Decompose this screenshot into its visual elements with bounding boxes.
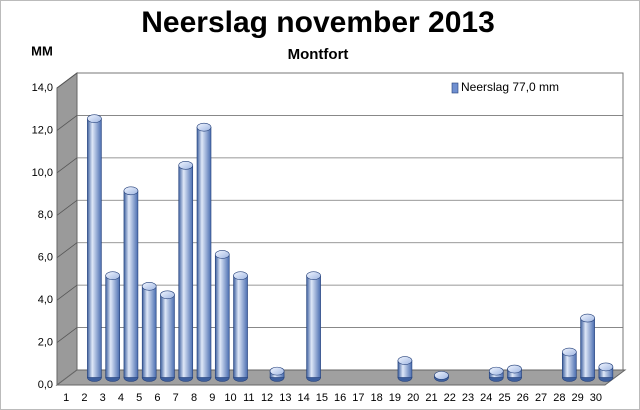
bar-top (233, 271, 248, 280)
bar-top (598, 362, 614, 372)
x-tick-label: 8 (191, 392, 197, 404)
x-tick-label: 26 (517, 392, 529, 404)
back-wall (76, 72, 624, 371)
legend-swatch (451, 82, 459, 94)
x-tick-label: 30 (590, 392, 602, 404)
bar-top (87, 114, 102, 123)
bar (233, 275, 248, 378)
x-tick-label: 3 (100, 392, 106, 404)
grid-line (56, 115, 78, 131)
bar (580, 317, 595, 378)
x-tick-label: 27 (535, 392, 547, 404)
x-tick-label: 25 (498, 392, 510, 404)
bar-top (397, 356, 413, 365)
side-wall (56, 72, 78, 386)
x-tick-label: 10 (224, 392, 236, 404)
grid-line (56, 157, 78, 174)
y-tick-label: 12,0 (32, 124, 53, 136)
y-axis-label: MM (31, 43, 53, 58)
bar-top (196, 122, 212, 132)
y-tick-label: 2,0 (38, 336, 53, 348)
x-tick-label: 7 (173, 392, 179, 404)
bar-top (306, 271, 321, 280)
bar (160, 294, 175, 378)
x-tick-label: 19 (389, 392, 401, 404)
bar-top (562, 347, 577, 357)
x-tick-label: 15 (316, 392, 328, 404)
y-tick-label: 10,0 (32, 167, 53, 179)
bar-top (214, 250, 230, 259)
x-tick-label: 17 (352, 392, 364, 404)
x-tick-label: 12 (261, 392, 273, 404)
bar (178, 165, 194, 378)
bar-top (269, 366, 285, 376)
x-tick-label: 22 (444, 392, 456, 404)
x-tick-label: 29 (571, 392, 583, 404)
x-tick-label: 21 (425, 392, 437, 404)
chart-title: Neerslag november 2013 (141, 6, 495, 39)
x-tick-label: 24 (480, 392, 492, 404)
bar (87, 118, 102, 378)
grid-line (56, 242, 78, 259)
y-tick-label: 0,0 (38, 379, 53, 391)
x-tick-label: 1 (63, 392, 69, 404)
x-tick-label: 11 (243, 392, 254, 404)
x-tick-label: 5 (136, 392, 142, 404)
bar-top (507, 364, 522, 374)
x-tick-label: 13 (279, 392, 291, 404)
bar (306, 275, 321, 378)
chart-subtitle: Montfort (288, 46, 349, 63)
y-tick-label: 8,0 (38, 209, 53, 221)
bar (214, 254, 230, 378)
bar-top (123, 186, 139, 196)
y-tick-label: 6,0 (38, 252, 53, 264)
y-tick-label: 4,0 (38, 294, 53, 306)
x-tick-label: 4 (118, 392, 124, 404)
x-tick-label: 23 (462, 392, 474, 404)
x-tick-label: 18 (371, 392, 383, 404)
bar-top (488, 366, 504, 376)
x-tick-label: 9 (209, 392, 215, 404)
x-tick-label: 6 (154, 392, 160, 404)
grid-line (56, 284, 78, 301)
x-tick-label: 16 (334, 392, 346, 404)
y-tick-label: 14,0 (32, 82, 53, 94)
legend-label: Neerslag 77,0 mm (461, 80, 559, 94)
bar-top (434, 371, 449, 380)
bar (196, 126, 212, 378)
grid-line (56, 72, 78, 89)
bar-top (141, 281, 157, 291)
x-tick-label: 14 (297, 392, 309, 404)
x-tick-label: 28 (553, 392, 565, 404)
bar-top (178, 161, 194, 170)
x-tick-label: 20 (407, 392, 419, 404)
bar (123, 190, 139, 378)
grid-line (56, 327, 78, 343)
grid-line (56, 199, 78, 216)
bar-top (160, 290, 175, 300)
bar-top (580, 313, 595, 323)
x-tick-label: 2 (81, 392, 87, 404)
bar-top (105, 271, 120, 280)
bar (105, 275, 120, 378)
bar (141, 285, 157, 378)
